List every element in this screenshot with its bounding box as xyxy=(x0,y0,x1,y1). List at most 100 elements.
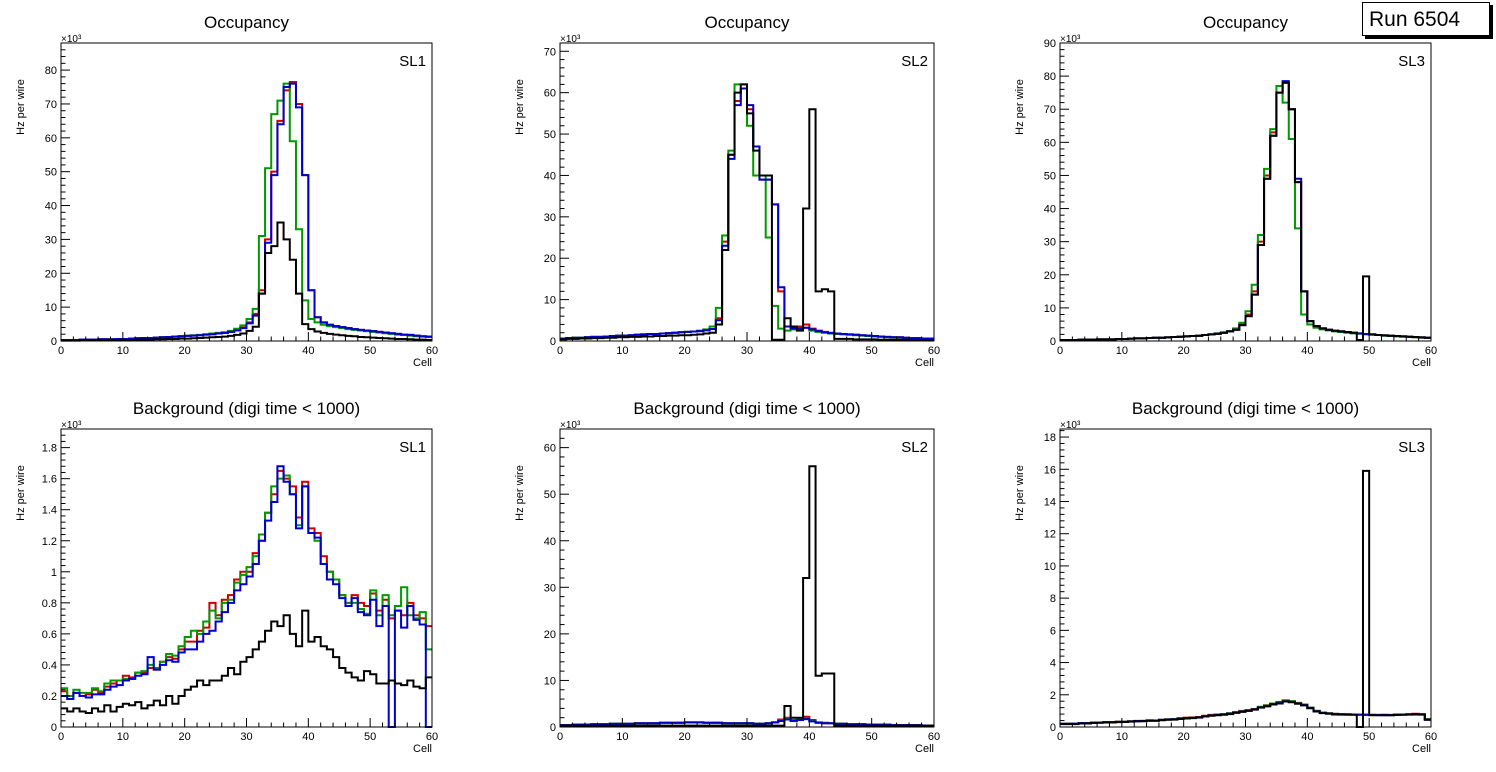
y-tick-label: 90 xyxy=(1044,38,1056,50)
x-tick-label: 50 xyxy=(1363,345,1375,357)
x-tick-label: 60 xyxy=(426,345,438,357)
x-tick-label: 20 xyxy=(179,731,191,743)
series-red-line xyxy=(61,80,432,341)
y-tick-label: 1.6 xyxy=(42,474,57,486)
y-axis-label: Hz per wire xyxy=(15,465,27,521)
x-axis-label: Cell xyxy=(1412,357,1431,369)
x-tick-label: 10 xyxy=(1116,345,1128,357)
x-tick-label: 0 xyxy=(557,345,563,357)
y-tick-label: 30 xyxy=(1044,237,1056,249)
chart-panel-6: Background (digi time < 1000)0 10 20 30 40 50… xyxy=(1014,399,1437,755)
x-tick-label: 40 xyxy=(302,731,314,743)
x-tick-label: 60 xyxy=(1425,345,1437,357)
y-tick-label: 1.2 xyxy=(42,536,57,548)
superlayer-label: SL2 xyxy=(901,439,928,456)
run-label: Run 6504 xyxy=(1362,2,1490,36)
series-black-line xyxy=(61,609,432,715)
y-tick-label: 0.2 xyxy=(42,691,57,703)
series-blue-line xyxy=(61,465,432,728)
series-black-line xyxy=(1060,81,1431,342)
series-green-line xyxy=(1060,85,1431,342)
x-tick-label: 60 xyxy=(928,345,940,357)
series-blue-line xyxy=(1060,80,1431,342)
y-tick-label: 1 xyxy=(51,567,57,579)
y-tick-label: 50 xyxy=(45,167,57,179)
x-tick-label: 10 xyxy=(117,731,129,743)
plot-frame xyxy=(60,42,433,342)
chart-title: Background (digi time < 1000) xyxy=(1132,399,1359,418)
y-axis-label: Hz per wire xyxy=(1014,79,1026,135)
superlayer-label: SL1 xyxy=(399,53,426,70)
series-black-line xyxy=(560,465,934,727)
y-axis-exponent: ×10³ xyxy=(1060,34,1081,45)
x-tick-label: 50 xyxy=(364,731,376,743)
series-black-line xyxy=(560,83,934,342)
x-tick-label: 30 xyxy=(240,731,252,743)
y-tick-label: 30 xyxy=(544,212,556,224)
series-green-line xyxy=(61,474,432,697)
y-tick-label: 20 xyxy=(1044,270,1056,282)
y-tick-label: 70 xyxy=(1044,104,1056,116)
y-tick-label: 10 xyxy=(544,295,556,307)
y-tick-label: 50 xyxy=(1044,170,1056,182)
y-tick-label: 2 xyxy=(1050,690,1056,702)
x-tick-label: 40 xyxy=(1301,731,1313,743)
y-axis-exponent: ×10³ xyxy=(560,420,581,431)
y-tick-label: 14 xyxy=(1044,496,1056,508)
x-tick-label: 60 xyxy=(426,731,438,743)
x-tick-label: 20 xyxy=(1178,731,1190,743)
y-axis-exponent: ×10³ xyxy=(61,420,82,431)
y-tick-label: 18 xyxy=(1044,432,1056,444)
chart-title: Occupancy xyxy=(704,13,790,32)
x-tick-label: 30 xyxy=(1239,345,1251,357)
y-tick-label: 20 xyxy=(45,268,57,280)
x-axis-label: Cell xyxy=(915,357,934,369)
x-tick-label: 30 xyxy=(1239,731,1251,743)
x-tick-label: 20 xyxy=(679,345,691,357)
x-tick-label: 0 xyxy=(557,731,563,743)
y-tick-label: 10 xyxy=(45,302,57,314)
y-tick-label: 0.6 xyxy=(42,629,57,641)
x-tick-label: 20 xyxy=(1178,345,1190,357)
y-axis-exponent: ×10³ xyxy=(1060,420,1081,431)
series-black-line xyxy=(1060,469,1431,728)
y-tick-label: 40 xyxy=(1044,204,1056,216)
x-tick-label: 40 xyxy=(1301,345,1313,357)
x-tick-label: 50 xyxy=(866,345,878,357)
y-tick-label: 60 xyxy=(544,88,556,100)
plot-frame xyxy=(1059,428,1432,728)
series-blue-line xyxy=(560,718,934,727)
y-tick-label: 6 xyxy=(1050,625,1056,637)
x-tick-label: 50 xyxy=(364,345,376,357)
y-tick-label: 20 xyxy=(544,253,556,265)
y-tick-label: 0 xyxy=(550,336,556,348)
x-tick-label: 60 xyxy=(1425,731,1437,743)
x-tick-label: 20 xyxy=(179,345,191,357)
y-tick-label: 30 xyxy=(45,234,57,246)
y-tick-label: 0.4 xyxy=(42,660,57,672)
y-tick-label: 50 xyxy=(544,129,556,141)
x-tick-label: 0 xyxy=(58,345,64,357)
y-tick-label: 1.4 xyxy=(42,505,57,517)
x-axis-label: Cell xyxy=(915,743,934,755)
y-tick-label: 0 xyxy=(550,722,556,734)
series-red-line xyxy=(1060,81,1431,342)
y-tick-label: 10 xyxy=(1044,303,1056,315)
x-tick-label: 40 xyxy=(803,731,815,743)
y-axis-label: Hz per wire xyxy=(514,79,526,135)
chart-title: Background (digi time < 1000) xyxy=(133,399,360,418)
chart-title: Occupancy xyxy=(1203,13,1289,32)
y-tick-label: 30 xyxy=(544,582,556,594)
chart-title: Background (digi time < 1000) xyxy=(633,399,860,418)
x-tick-label: 10 xyxy=(616,731,628,743)
y-tick-label: 60 xyxy=(45,133,57,145)
x-tick-label: 10 xyxy=(616,345,628,357)
y-tick-label: 10 xyxy=(1044,561,1056,573)
y-tick-label: 10 xyxy=(544,675,556,687)
x-tick-label: 20 xyxy=(679,731,691,743)
x-tick-label: 10 xyxy=(1116,731,1128,743)
chart-panel-1: Occupancy 0 10 20 30 40 50 60 0 10 20 30 40 50 60 70 80 C… xyxy=(15,13,438,369)
y-tick-label: 60 xyxy=(544,443,556,455)
y-tick-label: 0 xyxy=(1050,722,1056,734)
chart-panel-3: Occupancy 0 10 20 30 40 50 60 0 10 20 30 40 50 60 70 80 9… xyxy=(1014,13,1437,369)
